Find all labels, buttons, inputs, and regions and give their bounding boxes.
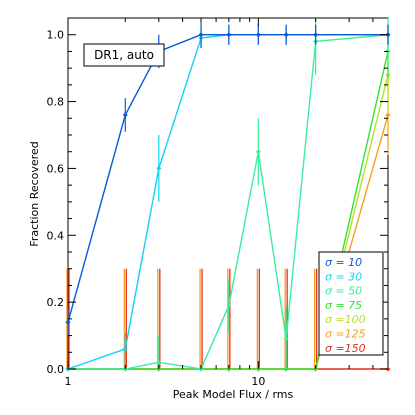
x-axis-label: Peak Model Flux / rms: [173, 388, 294, 401]
legend-box: [318, 251, 384, 356]
y-tick-label-0: 0.0: [47, 363, 65, 376]
legend-entry-1: σ = 30: [325, 270, 362, 283]
data-point-0-1: [122, 112, 128, 118]
legend-entry-0: σ = 10: [325, 256, 362, 269]
x-tick-label-0: 1: [65, 375, 72, 388]
y-tick-label-3: 0.6: [47, 162, 65, 175]
data-point-2-5: [255, 149, 261, 155]
y-tick-label-5: 1.0: [47, 29, 65, 42]
y-tick-label-1: 0.2: [47, 296, 65, 309]
legend-entry-5: σ =125: [325, 328, 366, 341]
data-point-0-4: [226, 32, 232, 38]
annotation-box: [83, 43, 165, 67]
data-point-0-3: [198, 32, 204, 38]
data-point-5-8: [385, 112, 391, 118]
annotation-text: DR1, auto: [94, 48, 154, 62]
data-point-2-2: [156, 359, 162, 365]
legend-entry-2: σ = 50: [325, 285, 362, 298]
data-point-1-1: [122, 346, 128, 352]
x-tick-label-1: 10: [251, 375, 265, 388]
data-point-0-6: [283, 32, 289, 38]
legend-entry-3: σ = 75: [325, 299, 362, 312]
data-point-2-6: [283, 336, 289, 342]
data-point-1-2: [156, 165, 162, 171]
axis-ticks: 0.0 0.2 0.4 0.6 0.8 1.0 1 10: [47, 18, 388, 388]
y-tick-label-4: 0.8: [47, 96, 65, 109]
y-axis-label: Fraction Recovered: [28, 141, 41, 246]
data-point-2-4: [226, 302, 232, 308]
data-point-0-7: [313, 32, 319, 38]
data-point-0-0: [65, 319, 71, 325]
legend-entry-4: σ =100: [325, 313, 366, 326]
legend-entry-6: σ =150: [325, 342, 366, 355]
y-tick-label-2: 0.4: [47, 229, 65, 242]
data-point-0-5: [255, 32, 261, 38]
